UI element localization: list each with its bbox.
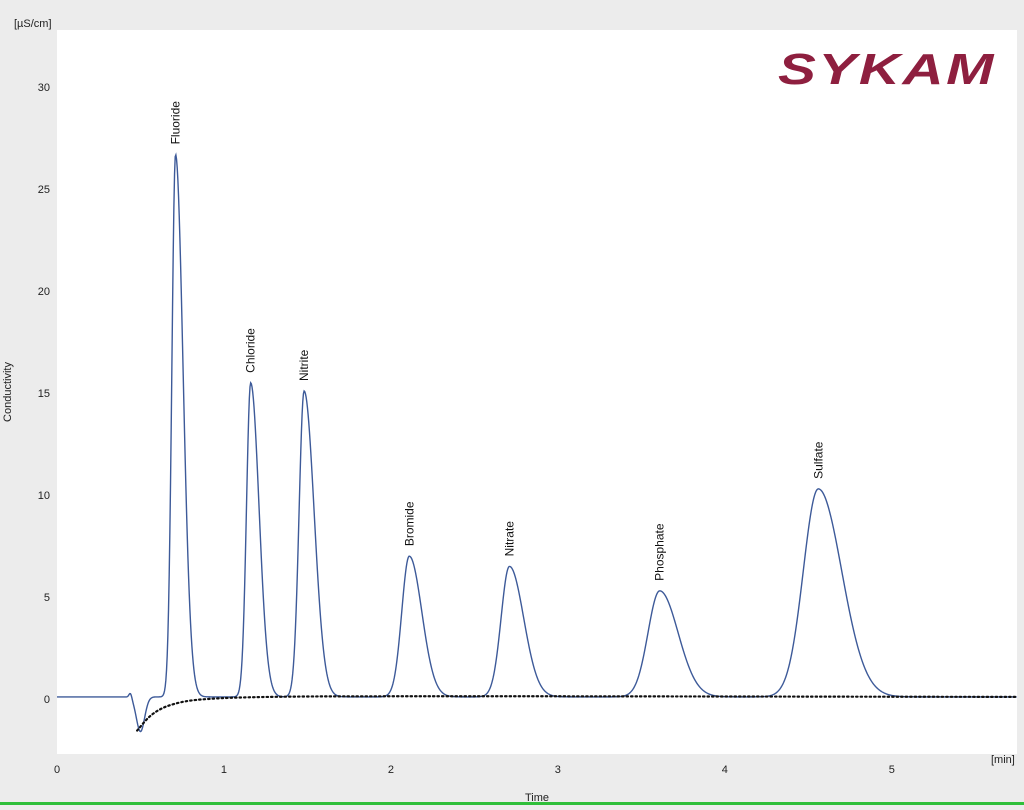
peak-label-sulfate: Sulfate [811,441,825,479]
x-tick-label: 5 [889,764,895,776]
x-tick-label: 2 [388,764,394,776]
peak-labels: Fluoride Chloride Nitrite Bromide Nitrate Pho… [169,101,826,581]
y-axis: 0 5 10 15 20 25 30 [38,82,50,706]
bottom-border [0,802,1024,805]
series-chromatogram [57,152,1017,733]
peak-label-nitrite: Nitrite [297,349,311,381]
x-tick-label: 3 [555,764,561,776]
plot-area [57,30,1017,754]
x-axis: 0 1 2 3 4 5 [54,764,895,776]
x-tick-label: 4 [722,764,728,776]
y-tick-label: 5 [44,592,50,604]
peak-label-chloride: Chloride [244,328,258,373]
y-tick-label: 0 [44,694,50,706]
y-tick-label: 30 [38,82,50,94]
y-axis-title: Conductivity [2,362,14,422]
series-baseline [136,695,1019,732]
peak-label-fluoride: Fluoride [169,101,183,145]
peak-label-bromide: Bromide [402,501,416,546]
y-tick-label: 20 [38,286,50,298]
peak-label-phosphate: Phosphate [653,523,667,581]
sykam-logo: SYKAM [776,45,998,94]
x-tick-label: 0 [54,764,60,776]
y-tick-label: 15 [38,388,50,400]
y-unit-label: [µS/cm] [14,18,52,30]
peak-label-nitrate: Nitrate [502,521,516,557]
y-tick-label: 25 [38,184,50,196]
logo-text: SYKAM [778,45,996,94]
x-unit-label: [min] [991,754,1015,766]
y-tick-label: 10 [38,490,50,502]
x-axis-title: Time [525,792,549,804]
series-layer [57,152,1019,733]
x-tick-label: 1 [221,764,227,776]
